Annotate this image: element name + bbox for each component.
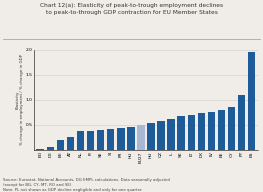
Y-axis label: Elasticity
% change in employment / % change in GDP: Elasticity % change in employment / % ch…	[16, 54, 24, 145]
Text: Source: Eurostat, National Accounts, DG EMPL calculations. Data seasonally adjus: Source: Eurostat, National Accounts, DG …	[3, 178, 170, 192]
Bar	[208, 112, 215, 150]
Bar	[248, 52, 255, 150]
Bar	[107, 129, 114, 150]
Bar	[77, 131, 84, 150]
Bar	[37, 149, 44, 150]
Text: Chart 12(a): Elasticity of peak-to-trough employment declines
to peak-to-through: Chart 12(a): Elasticity of peak-to-troug…	[40, 3, 223, 15]
Bar	[57, 140, 64, 150]
Bar	[228, 107, 235, 150]
Bar	[198, 113, 205, 150]
Bar	[137, 125, 145, 150]
Bar	[87, 131, 94, 150]
Bar	[147, 123, 155, 150]
Bar	[238, 95, 245, 150]
Bar	[97, 130, 104, 150]
Bar	[167, 119, 175, 150]
Bar	[157, 121, 165, 150]
Bar	[218, 110, 225, 150]
Bar	[188, 115, 195, 150]
Bar	[127, 127, 135, 150]
Bar	[67, 137, 74, 150]
Bar	[47, 147, 54, 150]
Bar	[178, 116, 185, 150]
Bar	[117, 128, 125, 150]
